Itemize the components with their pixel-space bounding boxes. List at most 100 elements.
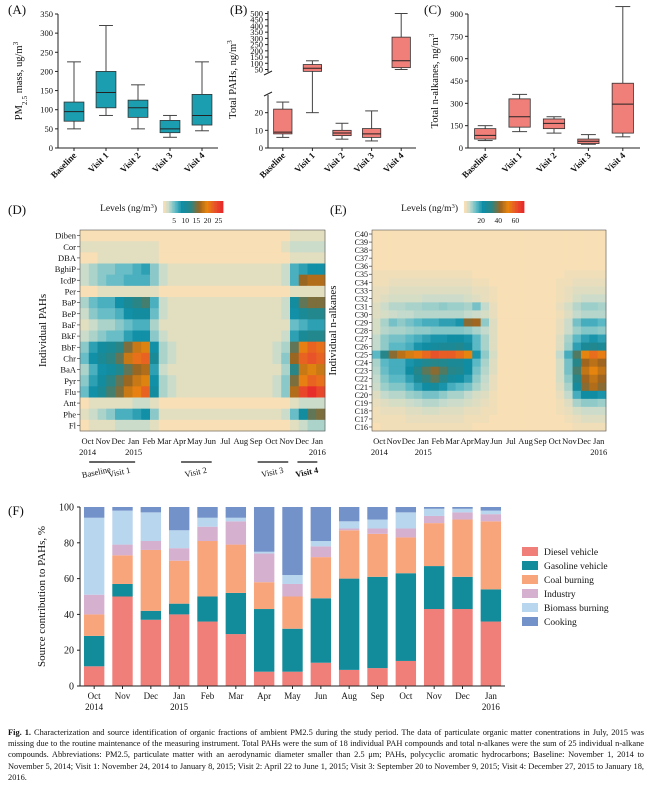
legend-swatch <box>172 201 174 213</box>
bar-segment-coal-burning <box>423 523 445 567</box>
legend-swatch <box>482 201 484 213</box>
heat-cell <box>547 278 557 287</box>
heat-cell <box>298 241 308 253</box>
row-label-icdp: IcdP <box>60 275 76 285</box>
legend-item-industry: Industry <box>522 589 576 600</box>
heat-cell <box>447 390 456 400</box>
heat-cell <box>438 326 448 335</box>
heat-cell <box>132 419 142 432</box>
heat-cell <box>472 342 482 351</box>
heat-cell <box>316 330 326 343</box>
box-iqr <box>508 98 531 128</box>
bar-segment-industry <box>140 541 162 550</box>
heat-cell <box>530 270 540 279</box>
heat-cell <box>438 390 448 400</box>
heat-cell <box>547 246 557 255</box>
heat-cell <box>463 254 473 263</box>
heat-cell <box>281 397 291 410</box>
legend-swatch <box>184 201 186 213</box>
box-visit-1 <box>508 93 531 133</box>
visit-marker-visit-4: Visit 4 <box>294 461 320 479</box>
heat-cell <box>141 230 151 242</box>
heat-cell <box>176 319 186 331</box>
heat-cell <box>489 310 498 319</box>
box-visit-2 <box>542 116 566 134</box>
heat-cell <box>150 375 160 387</box>
legend-swatch <box>500 201 502 213</box>
heat-cell <box>272 397 282 410</box>
bar-segment-biomass-burning <box>112 510 133 545</box>
heat-cell <box>141 285 151 298</box>
heat-cell <box>106 375 116 387</box>
heat-cell <box>597 334 607 343</box>
heat-cell <box>228 230 238 242</box>
heat-cell <box>447 286 456 295</box>
heat-cell <box>115 252 125 264</box>
heat-cell <box>564 302 573 311</box>
heat-cell <box>237 375 247 387</box>
bar-segment-diesel-vehicle <box>197 621 218 686</box>
heat-cell <box>193 263 203 276</box>
heat-cell <box>388 286 398 295</box>
legend-swatch <box>167 201 170 213</box>
heat-cell <box>489 382 498 392</box>
heat-cell <box>564 278 573 287</box>
heat-cell <box>298 230 308 242</box>
heat-cell <box>298 263 308 276</box>
heat-cell <box>480 366 490 376</box>
heat-cell <box>372 294 381 303</box>
heat-cell <box>123 263 133 276</box>
heat-cell <box>480 374 490 384</box>
heat-cell <box>480 342 490 351</box>
heat-cell <box>530 422 540 432</box>
legend-swatch <box>521 201 523 213</box>
heat-cell <box>158 319 168 331</box>
heat-cell <box>193 230 203 242</box>
heat-cell <box>255 352 265 365</box>
heat-cell <box>497 302 507 311</box>
row-label-c25: C25 <box>355 351 368 360</box>
heat-cell <box>176 341 186 354</box>
month-label: Nov <box>562 436 577 446</box>
heat-cell <box>316 285 326 298</box>
legend-swatch <box>507 201 510 213</box>
row-label-c30: C30 <box>355 310 368 319</box>
bar-segment-diesel-vehicle <box>395 660 417 686</box>
heat-cell <box>202 319 212 331</box>
bar-segment-industry <box>253 553 275 583</box>
heat-cell <box>372 318 381 327</box>
heat-cell <box>193 330 203 343</box>
heat-cell <box>405 390 415 400</box>
heat-cell <box>397 326 406 335</box>
heat-cell <box>185 297 195 309</box>
box-baseline <box>63 61 85 130</box>
heat-cell <box>463 326 473 335</box>
heat-cell <box>505 310 515 319</box>
bar-segment-cooking <box>282 507 303 576</box>
heat-cell <box>447 278 456 287</box>
heat-cell <box>97 375 107 387</box>
heat-cell <box>150 341 160 354</box>
heat-cell <box>589 422 599 432</box>
heat-cell <box>413 422 423 432</box>
heat-cell <box>505 342 515 351</box>
heat-cell <box>97 319 107 331</box>
heat-cell <box>438 382 448 392</box>
heat-cell <box>505 254 515 263</box>
heat-cell <box>413 238 423 247</box>
heat-cell <box>463 278 473 287</box>
heat-cell <box>88 274 98 287</box>
legend-swatch <box>209 201 212 213</box>
heat-cell <box>281 375 291 387</box>
y-tick-label: 100 <box>59 503 74 514</box>
legend-swatch <box>170 201 173 213</box>
heat-cell <box>88 241 98 253</box>
legend-item-coal-burning: Coal burning <box>522 575 594 586</box>
heat-cell <box>388 382 398 392</box>
heat-cell <box>141 364 151 376</box>
heat-cell <box>298 319 308 331</box>
heat-cell <box>80 285 90 298</box>
heat-cell <box>220 319 230 331</box>
heat-cell <box>530 414 540 424</box>
stacked-bar-feb <box>197 507 218 686</box>
